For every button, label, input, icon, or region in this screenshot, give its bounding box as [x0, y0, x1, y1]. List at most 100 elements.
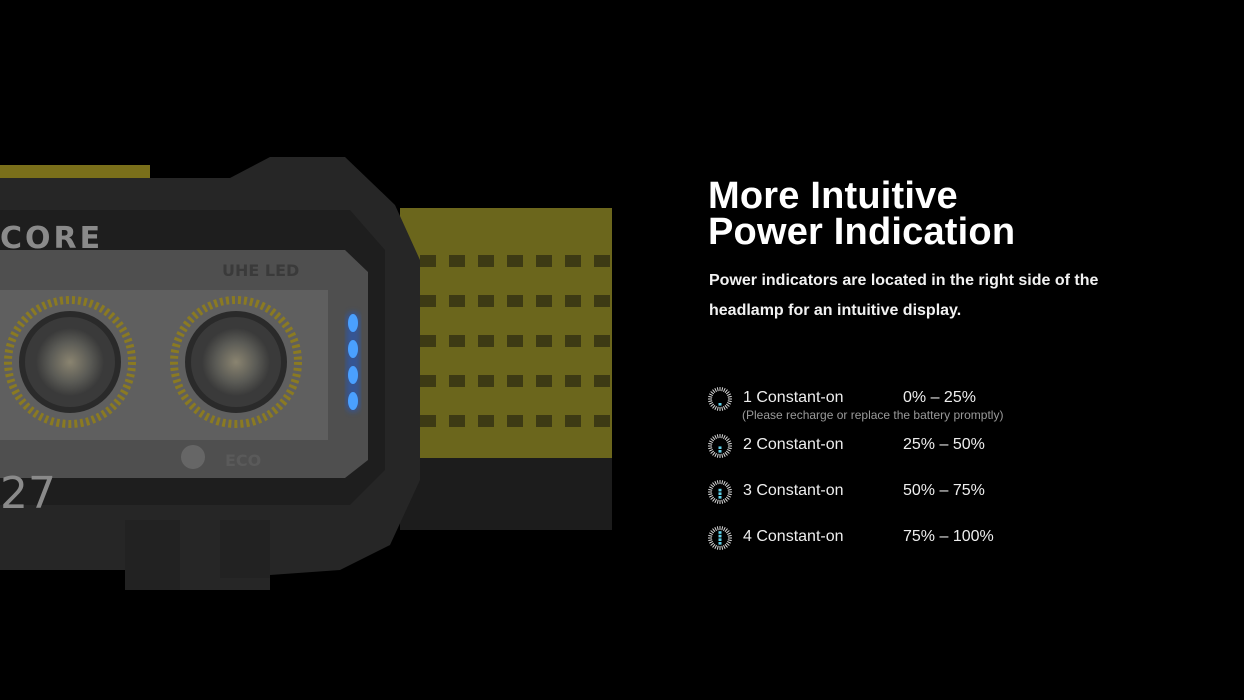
ring-tick	[721, 434, 724, 439]
ring-tick	[724, 543, 728, 548]
ring-tick	[726, 402, 732, 405]
ring-tick	[723, 452, 726, 458]
ring-tick	[716, 434, 719, 439]
level-segment	[718, 488, 722, 492]
ring-tick	[724, 497, 728, 502]
ring-tick	[712, 528, 716, 533]
ring-tick	[708, 449, 714, 452]
ring-tick	[716, 453, 719, 458]
eco-label: ECO	[225, 451, 261, 470]
ring-tick	[724, 404, 728, 409]
ring-tick	[721, 453, 724, 458]
battery-level-1-icon	[708, 387, 732, 411]
ring-tick	[725, 542, 730, 546]
ring-tick	[716, 406, 719, 411]
ring-tick	[727, 447, 732, 450]
ring-tick	[724, 482, 728, 487]
ring-tick	[721, 406, 724, 411]
ring-tick	[727, 539, 732, 542]
ring-tick	[721, 387, 724, 392]
ring-tick	[708, 539, 713, 542]
ring-tick	[712, 482, 716, 487]
ring-tick	[727, 488, 732, 491]
title-line-1: More Intuitive	[708, 175, 958, 217]
level-segment	[718, 531, 722, 534]
level-segment	[718, 538, 722, 541]
ring-tick	[726, 393, 732, 396]
level-segment	[718, 403, 722, 406]
headlamp-product-image: CORE UHE LED ECO 27	[0, 157, 612, 590]
ring-tick	[708, 532, 714, 535]
ring-tick	[714, 405, 717, 411]
ring-tick	[712, 451, 716, 456]
indicator-label: 4 Constant-on	[743, 528, 844, 545]
ring-tick	[725, 391, 730, 395]
page-title: More Intuitive Power Indication	[708, 175, 1016, 253]
ring-tick	[712, 436, 716, 441]
model-number: 27	[0, 468, 56, 519]
indicator-range: 75% – 100%	[903, 528, 994, 545]
ring-tick	[708, 495, 714, 498]
battery-level-4-icon	[708, 526, 732, 550]
indicator-label: 3 Constant-on	[743, 482, 844, 499]
ring-tick	[710, 542, 715, 546]
ring-tick	[708, 393, 714, 396]
ring-tick	[708, 400, 713, 403]
ring-tick	[723, 434, 726, 440]
led-label: UHE LED	[222, 261, 299, 280]
ring-tick	[714, 544, 717, 550]
ring-tick	[712, 497, 716, 502]
ring-tick	[725, 450, 730, 454]
ring-tick	[708, 488, 713, 491]
ring-tick	[724, 436, 728, 441]
ring-tick	[723, 498, 726, 504]
ring-tick	[727, 534, 732, 537]
ring-tick	[710, 450, 715, 454]
ring-tick	[708, 402, 714, 405]
ring-tick	[714, 452, 717, 458]
ring-tick	[708, 447, 713, 450]
battery-level-2-icon	[708, 434, 732, 458]
ring-tick	[725, 403, 730, 407]
ring-tick	[723, 405, 726, 411]
ring-tick	[714, 387, 717, 393]
ring-tick	[725, 484, 730, 488]
description: Power indicators are located in the righ…	[709, 272, 1099, 319]
level-segment	[718, 496, 722, 499]
ring-tick	[716, 387, 719, 392]
ring-tick	[727, 442, 732, 445]
indicator-range: 0% – 25%	[903, 389, 976, 406]
indicator-note: (Please recharge or replace the battery …	[742, 408, 1004, 422]
lens-right	[170, 296, 302, 428]
level-segment	[718, 542, 722, 545]
ring-tick	[708, 493, 713, 496]
lens-left	[4, 296, 136, 428]
ring-tick	[714, 498, 717, 504]
ring-tick	[716, 545, 719, 550]
ring-tick	[712, 404, 716, 409]
ring-tick	[710, 403, 715, 407]
ring-tick	[724, 389, 728, 394]
power-indicator-leds	[346, 312, 360, 412]
strap-lower	[400, 458, 612, 530]
indicator-label: 2 Constant-on	[743, 436, 844, 453]
ring-tick	[710, 496, 715, 500]
ring-tick	[714, 526, 717, 532]
title-line-2: Power Indication	[708, 211, 1016, 253]
ring-tick	[708, 440, 714, 443]
brand-logo: CORE	[0, 221, 103, 256]
ring-tick	[727, 395, 732, 398]
ring-tick	[708, 395, 713, 398]
ring-tick	[723, 544, 726, 550]
ring-tick	[725, 530, 730, 534]
ring-tick	[723, 526, 726, 532]
ring-tick	[716, 480, 719, 485]
ring-tick	[723, 387, 726, 393]
indicator-label: 1 Constant-on	[743, 389, 844, 406]
ring-tick	[721, 545, 724, 550]
ring-tick	[723, 480, 726, 486]
ring-tick	[710, 484, 715, 488]
level-segment	[718, 450, 722, 453]
ring-tick	[710, 438, 715, 442]
ring-tick	[721, 480, 724, 485]
